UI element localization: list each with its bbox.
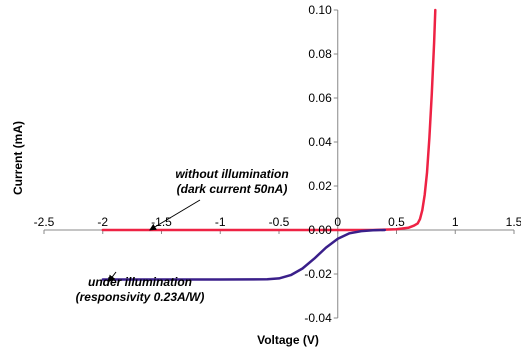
annotation-light: under illumination (responsivity 0.23A/W) — [76, 271, 205, 304]
y-tick-label: -0.02 — [304, 267, 332, 281]
series-line-2 — [101, 228, 387, 281]
series-layer — [101, 8, 437, 281]
y-tick-label: 0.04 — [308, 135, 332, 149]
annotation-line: (responsivity 0.23A/W) — [76, 290, 205, 304]
y-tick-label: 0.10 — [308, 3, 332, 17]
x-tick-label: -2 — [97, 215, 108, 229]
annotation-arrow — [149, 199, 201, 231]
x-tick-label: 1 — [452, 215, 459, 229]
y-tick-label: 0.08 — [308, 47, 332, 61]
y-tick-label: 0.06 — [308, 91, 332, 105]
annotation-line: (dark current 50nA) — [177, 182, 288, 196]
x-tick-label: 0.5 — [388, 215, 405, 229]
axes — [43, 9, 515, 319]
x-tick-label: -2.5 — [34, 215, 55, 229]
x-tick-label: -0.5 — [269, 215, 290, 229]
x-axis-title: Voltage (V) — [257, 333, 319, 347]
y-tick-label: -0.04 — [304, 311, 332, 325]
y-tick-label: 0.00 — [308, 223, 332, 237]
annotation-arrow — [108, 271, 117, 283]
tick-labels: -2.5 -2 -1.5 -1 -0.5 0 0.5 1 1.5-0.04-0.020.000.… — [34, 3, 521, 325]
annotation-text: without illumination (dark current 50nA) — [175, 167, 288, 196]
y-axis-title: Current (mA) — [11, 121, 25, 195]
annotation-dark: without illumination (dark current 50nA) — [149, 167, 289, 231]
annotation-line: under illumination — [88, 275, 192, 289]
annotation-text: under illumination (responsivity 0.23A/W) — [76, 275, 205, 304]
x-tick-label: -1 — [215, 215, 226, 229]
x-tick-label: 1.5 — [506, 215, 521, 229]
annotation-line: without illumination — [175, 167, 288, 181]
y-tick-label: 0.02 — [308, 179, 332, 193]
annotations: without illumination (dark current 50nA) u… — [76, 167, 289, 304]
series-line-1 — [101, 8, 437, 232]
x-tick-label: 0 — [334, 215, 341, 229]
